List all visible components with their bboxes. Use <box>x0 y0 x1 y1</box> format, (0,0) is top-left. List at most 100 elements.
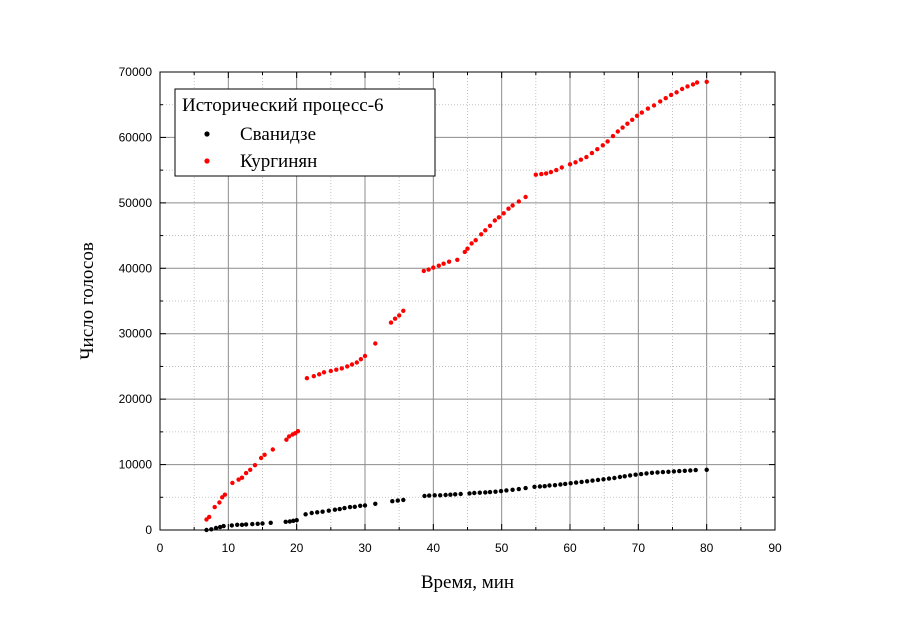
point-kurginyan <box>207 514 212 520</box>
point-svanidze <box>235 522 240 527</box>
point-svanidze <box>537 484 543 489</box>
x-tick-label: 0 <box>157 541 164 555</box>
point-svanidze <box>542 484 547 489</box>
point-kurginyan <box>311 374 316 379</box>
point-kurginyan <box>222 492 228 497</box>
point-kurginyan <box>548 169 554 175</box>
x-tick-label: 30 <box>358 541 372 555</box>
point-svanidze <box>472 490 477 496</box>
point-svanidze <box>532 484 537 489</box>
point-svanidze <box>362 503 368 508</box>
point-svanidze <box>579 479 584 485</box>
x-tick-label: 60 <box>563 541 577 555</box>
point-svanidze <box>487 489 493 495</box>
point-svanidze <box>217 524 223 530</box>
point-svanidze <box>453 492 458 497</box>
point-kurginyan <box>230 480 235 486</box>
point-svanidze <box>260 521 265 526</box>
point-svanidze <box>342 505 347 511</box>
point-kurginyan <box>704 79 709 85</box>
point-svanidze <box>693 467 698 473</box>
point-kurginyan <box>487 223 493 228</box>
point-svanidze <box>563 481 568 487</box>
point-kurginyan <box>469 241 474 246</box>
point-svanidze <box>516 486 521 492</box>
point-kurginyan <box>392 316 398 321</box>
point-kurginyan <box>248 467 253 472</box>
point-svanidze <box>590 478 595 483</box>
point-svanidze <box>671 469 677 474</box>
point-svanidze <box>682 468 687 473</box>
point-kurginyan <box>286 434 292 439</box>
point-kurginyan <box>295 429 301 434</box>
point-kurginyan <box>578 157 584 162</box>
point-svanidze <box>595 477 601 483</box>
point-svanidze <box>395 498 400 503</box>
point-kurginyan <box>639 110 644 115</box>
point-kurginyan <box>533 172 538 177</box>
point-svanidze <box>677 468 682 474</box>
axis-ticks <box>159 71 776 531</box>
point-svanidze <box>617 474 623 480</box>
point-kurginyan <box>328 368 333 374</box>
point-kurginyan <box>479 232 484 237</box>
point-svanidze <box>422 493 427 499</box>
point-svanidze <box>303 512 308 517</box>
legend-title: Исторический процесс-6 <box>182 95 384 116</box>
x-tick-label: 10 <box>222 541 236 555</box>
point-svanidze <box>390 499 395 504</box>
point-kurginyan <box>573 160 578 165</box>
point-kurginyan <box>397 313 402 318</box>
point-kurginyan <box>358 357 364 362</box>
point-kurginyan <box>426 267 431 272</box>
point-svanidze <box>627 473 633 478</box>
point-svanidze <box>287 519 292 524</box>
y-tick-label: 60000 <box>119 130 153 144</box>
point-svanidze <box>688 468 693 473</box>
point-kurginyan <box>651 103 657 108</box>
point-svanidze <box>283 519 288 524</box>
point-kurginyan <box>492 218 497 223</box>
point-kurginyan <box>239 475 245 480</box>
grid <box>160 72 775 530</box>
point-kurginyan <box>373 341 378 346</box>
point-kurginyan <box>483 228 488 233</box>
legend-label-svanidze: Сванидзе <box>240 124 316 145</box>
point-kurginyan <box>516 199 521 204</box>
point-kurginyan <box>615 129 620 134</box>
point-kurginyan <box>539 171 544 177</box>
point-kurginyan <box>421 268 426 274</box>
point-kurginyan <box>321 370 327 375</box>
point-svanidze <box>221 523 226 529</box>
x-tick-label: 70 <box>632 541 646 555</box>
point-kurginyan <box>610 133 616 139</box>
point-svanidze <box>373 501 378 506</box>
point-svanidze <box>291 518 296 523</box>
point-kurginyan <box>658 99 663 104</box>
legend-label-kurginyan: Кургинян <box>240 151 317 172</box>
point-kurginyan <box>334 367 339 372</box>
point-kurginyan <box>694 80 700 85</box>
point-kurginyan <box>362 353 368 359</box>
point-svanidze <box>638 471 644 477</box>
point-svanidze <box>612 475 617 481</box>
point-kurginyan <box>212 504 217 510</box>
point-svanidze <box>477 490 482 495</box>
point-kurginyan <box>567 162 573 167</box>
point-svanidze <box>649 470 655 475</box>
point-svanidze <box>606 476 612 481</box>
point-svanidze <box>255 521 260 526</box>
point-kurginyan <box>431 265 436 270</box>
point-kurginyan <box>339 366 344 371</box>
point-kurginyan <box>625 121 630 126</box>
point-kurginyan <box>345 364 350 369</box>
y-tick-label: 30000 <box>119 327 153 341</box>
point-kurginyan <box>441 261 446 266</box>
point-svanidze <box>229 523 234 528</box>
point-kurginyan <box>679 86 685 92</box>
point-kurginyan <box>634 113 640 119</box>
point-kurginyan <box>554 167 559 173</box>
point-svanidze <box>467 491 472 496</box>
point-kurginyan <box>559 165 564 170</box>
